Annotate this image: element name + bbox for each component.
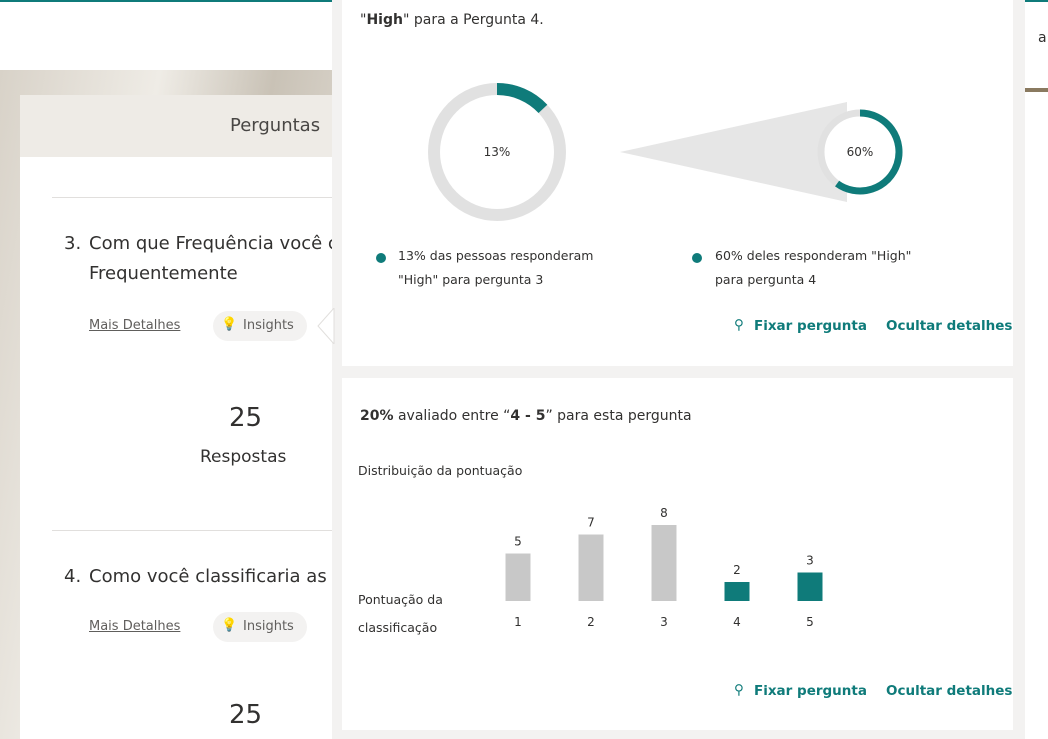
divider: [52, 530, 340, 531]
legend-text: "High" para pergunta 3: [398, 272, 544, 287]
bar-value-label: 7: [587, 516, 595, 530]
section-header: [20, 95, 340, 157]
pin-icon: ⚲: [734, 317, 744, 333]
pin-link[interactable]: Fixar pergunta: [754, 683, 867, 699]
summary-bold: 4 - 5: [510, 408, 546, 424]
donut-arc: [835, 109, 903, 195]
x-tick-label: 1: [514, 615, 522, 629]
title-part: " para a Pergunta 4.: [402, 12, 544, 28]
funnel: [620, 102, 847, 202]
bar: [724, 582, 750, 601]
bar-value-label: 2: [733, 563, 741, 577]
x-tick-label: 4: [733, 615, 741, 629]
insights-label: Insights: [243, 619, 294, 634]
bar-value-label: 3: [806, 554, 814, 568]
rating-summary: 20% avaliado entre “4 - 5” para esta per…: [360, 408, 692, 424]
cross-insight-card: "High" para a Pergunta 4. 13% 60% 13% das…: [342, 0, 1013, 366]
bulb-icon: 💡: [221, 317, 238, 332]
donut-label: 60%: [847, 145, 874, 159]
axis-label: Pontuação da: [358, 592, 443, 607]
hide-link[interactable]: Ocultar detalhes: [886, 683, 1013, 699]
insights-label: Insights: [243, 318, 294, 333]
summary-part: ” para esta pergunta: [545, 408, 692, 424]
bar-value-label: 5: [514, 535, 522, 549]
question-number: 3.: [64, 233, 82, 254]
rating-insight-card: 20% avaliado entre “4 - 5” para esta per…: [342, 378, 1013, 730]
question-text: Como você classificaria as er: [89, 566, 351, 587]
pin-icon: ⚲: [734, 682, 744, 698]
insights-button[interactable]: 💡 Insights: [213, 311, 307, 341]
legend-text: 60% deles responderam "High": [715, 248, 912, 263]
bar: [651, 525, 677, 601]
pointer: [317, 308, 335, 344]
legend-text: para pergunta 4: [715, 272, 817, 287]
bar-chart: 5 1 7 2 8 3 2 4 3 5: [505, 506, 823, 629]
x-tick-label: 3: [660, 615, 668, 629]
question-text: Com que Frequência você co: [89, 233, 349, 254]
divider: [52, 197, 340, 198]
donut-chart: 13% 60%: [428, 83, 903, 221]
summary-bold: 20%: [360, 408, 394, 424]
response-count: 25: [229, 403, 263, 433]
x-tick-label: 5: [806, 615, 814, 629]
response-count: 25: [229, 700, 263, 730]
hide-link[interactable]: Ocultar detalhes: [886, 318, 1013, 334]
nav-partial: a: [1038, 30, 1047, 46]
pin-link[interactable]: Fixar pergunta: [754, 318, 867, 334]
insights-button[interactable]: 💡 Insights: [213, 612, 307, 642]
details-link[interactable]: Mais Detalhes: [89, 318, 181, 333]
legend-text: 13% das pessoas responderam: [398, 248, 594, 263]
details-link[interactable]: Mais Detalhes: [89, 619, 181, 634]
legend-dot: [376, 253, 386, 263]
donut-arc: [496, 83, 548, 114]
insight-title: "High" para a Pergunta 4.: [360, 12, 544, 28]
x-tick-label: 2: [587, 615, 595, 629]
bar-value-label: 8: [660, 506, 668, 520]
bulb-icon: 💡: [221, 618, 238, 633]
title-bold: High: [366, 12, 403, 28]
question-subtext: Frequentemente: [89, 263, 238, 284]
banner-strip: [1025, 88, 1048, 92]
donut-label: 13%: [484, 145, 511, 159]
bar: [505, 553, 531, 601]
chart-subtitle: Distribuição da pontuação: [358, 463, 523, 478]
section-title: Perguntas: [230, 115, 321, 136]
axis-label: classificação: [358, 620, 438, 635]
title-part: ": [360, 12, 367, 28]
bar: [578, 534, 604, 601]
bar: [797, 572, 823, 601]
legend-dot: [692, 253, 702, 263]
response-label: Respostas: [200, 447, 287, 467]
summary-part: avaliado entre “: [393, 408, 511, 424]
form-card: [20, 95, 340, 739]
question-number: 4.: [64, 566, 82, 587]
